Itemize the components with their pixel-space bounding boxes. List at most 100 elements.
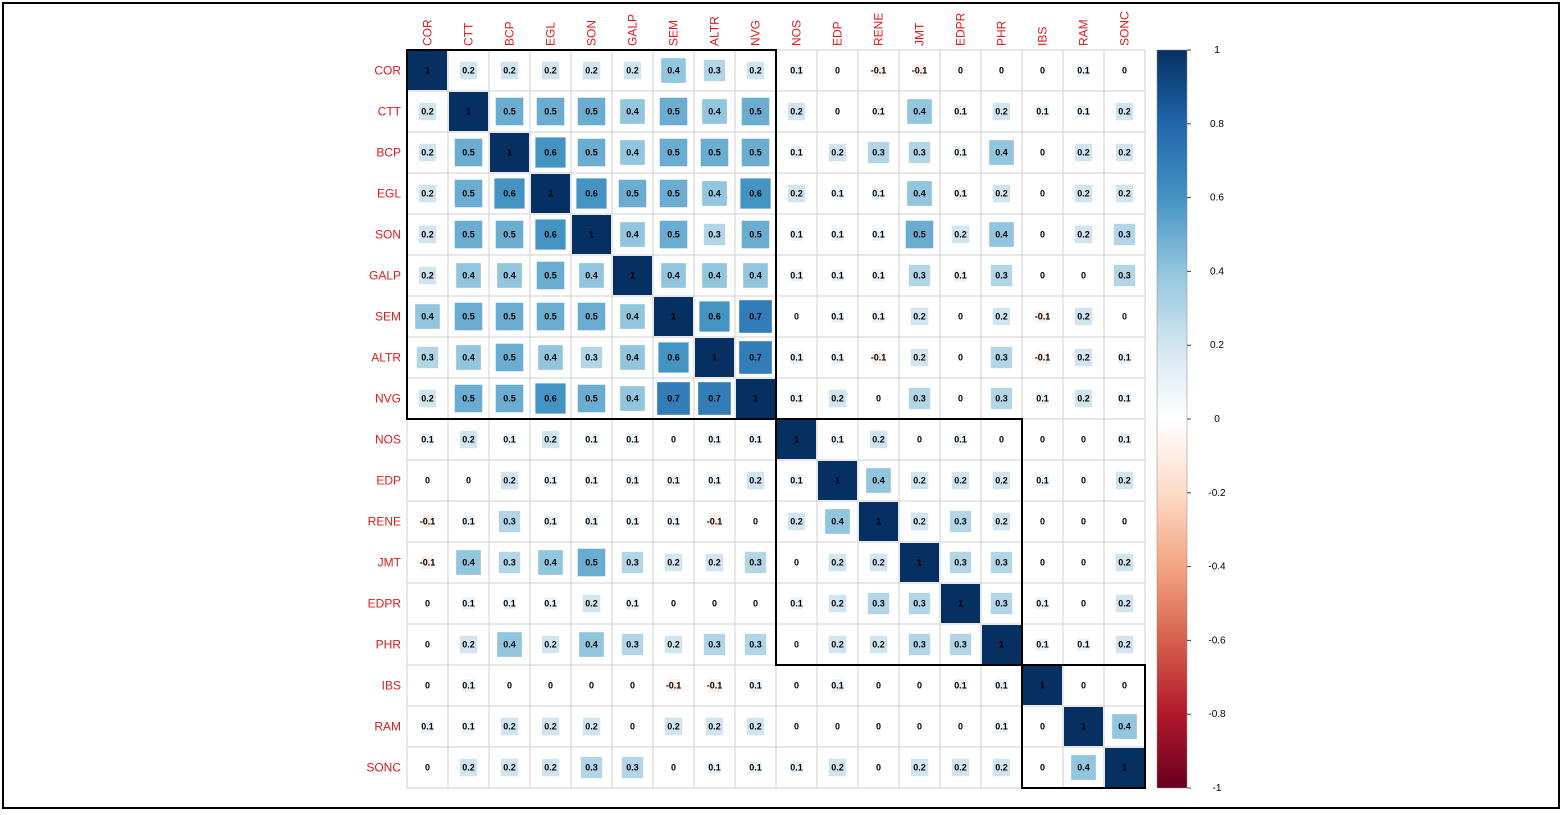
- correlation-square: [620, 304, 645, 329]
- cell-value-label: 0.3: [913, 148, 926, 158]
- correlation-square: [459, 430, 478, 449]
- cell-value-label: 0.2: [913, 763, 926, 773]
- correlation-square: [954, 187, 967, 200]
- correlation-square: [620, 140, 645, 165]
- correlation-square: [900, 543, 939, 582]
- cell-value-label: 0.3: [1118, 271, 1131, 281]
- cell-value-label: 0.4: [462, 353, 475, 363]
- correlation-square: [910, 307, 929, 326]
- correlation-square: [495, 220, 524, 249]
- cell-value-label: -0.1: [420, 517, 436, 527]
- cell-value-label: 0.2: [421, 107, 434, 117]
- correlation-square: [744, 633, 767, 656]
- cell-value-label: 0.5: [585, 312, 598, 322]
- correlation-square: [667, 679, 680, 692]
- cell-value-label: 0: [917, 435, 922, 445]
- cell-value-label: 0.3: [749, 558, 762, 568]
- colorbar-tick-label: 0.4: [1210, 266, 1224, 277]
- cell-value-label: 0.5: [585, 107, 598, 117]
- cell-value-label: 0.6: [544, 394, 557, 404]
- correlation-square: [907, 99, 932, 124]
- cell-value-label: 0.1: [831, 189, 844, 199]
- cell-value-label: 0.3: [954, 517, 967, 527]
- row-label: EGL: [377, 187, 401, 201]
- cell-value-label: 0.4: [708, 189, 721, 199]
- correlation-square: [831, 269, 844, 282]
- cell-value-label: 0.1: [790, 230, 803, 240]
- cell-value-label: 1: [835, 476, 840, 486]
- cell-value-label: 0.3: [872, 599, 885, 609]
- correlation-square: [459, 61, 478, 80]
- row-label: SEM: [375, 310, 401, 324]
- cell-value-label: 0: [876, 763, 881, 773]
- heatmap-cell: [898, 664, 941, 707]
- cell-value-label: 0: [671, 763, 676, 773]
- cell-value-label: 0.3: [708, 66, 721, 76]
- cell-value-label: 0.3: [749, 640, 762, 650]
- cell-value-label: 0: [958, 353, 963, 363]
- cell-value-label: 0.1: [831, 230, 844, 240]
- cell-value-label: 0: [958, 312, 963, 322]
- heatmap-cell: [734, 582, 777, 625]
- correlation-square: [790, 351, 803, 364]
- correlation-square: [1036, 105, 1049, 118]
- cell-value-label: 1: [712, 353, 717, 363]
- cell-value-label: 0.4: [995, 148, 1008, 158]
- cell-value-label: 0.3: [995, 558, 1008, 568]
- cell-value-label: 0.4: [421, 312, 434, 322]
- correlation-square: [454, 302, 483, 331]
- cell-value-label: 0.1: [1036, 394, 1049, 404]
- cell-value-label: 0.6: [749, 189, 762, 199]
- cell-value-label: 0.2: [421, 394, 434, 404]
- correlation-square: [580, 756, 603, 779]
- cell-value-label: 0.1: [872, 312, 885, 322]
- cell-value-label: 0.1: [749, 681, 762, 691]
- correlation-square: [579, 263, 604, 288]
- column-label: SON: [585, 20, 599, 46]
- correlation-square: [1112, 714, 1137, 739]
- correlation-square: [1115, 102, 1134, 121]
- heatmap-cell: [980, 418, 1023, 461]
- cell-value-label: 0.2: [831, 763, 844, 773]
- cell-value-label: 0.2: [995, 517, 1008, 527]
- cell-value-label: 0.1: [585, 435, 598, 445]
- row-label: SONC: [366, 761, 401, 775]
- heatmap-cell: [406, 418, 449, 461]
- correlation-square: [621, 756, 644, 779]
- correlation-square: [1074, 184, 1093, 203]
- correlation-square: [449, 92, 488, 131]
- cell-value-label: 0.2: [708, 558, 721, 568]
- cell-value-label: 0: [425, 681, 430, 691]
- cell-value-label: 0.2: [872, 640, 885, 650]
- correlation-square: [831, 351, 844, 364]
- cell-value-label: -0.1: [707, 681, 723, 691]
- colorbar-tick-label: -0.6: [1208, 635, 1226, 646]
- correlation-square: [664, 553, 683, 572]
- correlation-square: [954, 433, 967, 446]
- cell-value-label: 0.3: [913, 271, 926, 281]
- heatmap-cell: [980, 131, 1023, 174]
- heatmap-cell: [1021, 418, 1064, 461]
- cell-value-label: 0.4: [585, 271, 598, 281]
- correlation-square: [418, 184, 437, 203]
- cell-value-label: -0.1: [666, 681, 682, 691]
- cell-value-label: 0.1: [954, 189, 967, 199]
- heatmap-cell: [693, 582, 736, 625]
- heatmap-cell: [939, 336, 982, 379]
- correlation-square: [544, 474, 557, 487]
- heatmap-cell: [488, 623, 531, 666]
- row-label: IBS: [382, 679, 401, 693]
- correlation-square: [454, 384, 483, 413]
- cell-value-label: 0: [917, 681, 922, 691]
- cell-value-label: 0.2: [503, 476, 516, 486]
- cell-value-label: 0.2: [544, 66, 557, 76]
- correlation-square: [620, 386, 645, 411]
- cell-value-label: -0.1: [1035, 353, 1051, 363]
- cell-value-label: 1: [1040, 681, 1045, 691]
- correlation-square: [1023, 666, 1062, 705]
- cell-value-label: 0: [1081, 681, 1086, 691]
- correlation-square: [1036, 392, 1049, 405]
- correlation-square: [454, 220, 483, 249]
- cell-value-label: 0: [794, 558, 799, 568]
- correlation-square: [699, 301, 730, 332]
